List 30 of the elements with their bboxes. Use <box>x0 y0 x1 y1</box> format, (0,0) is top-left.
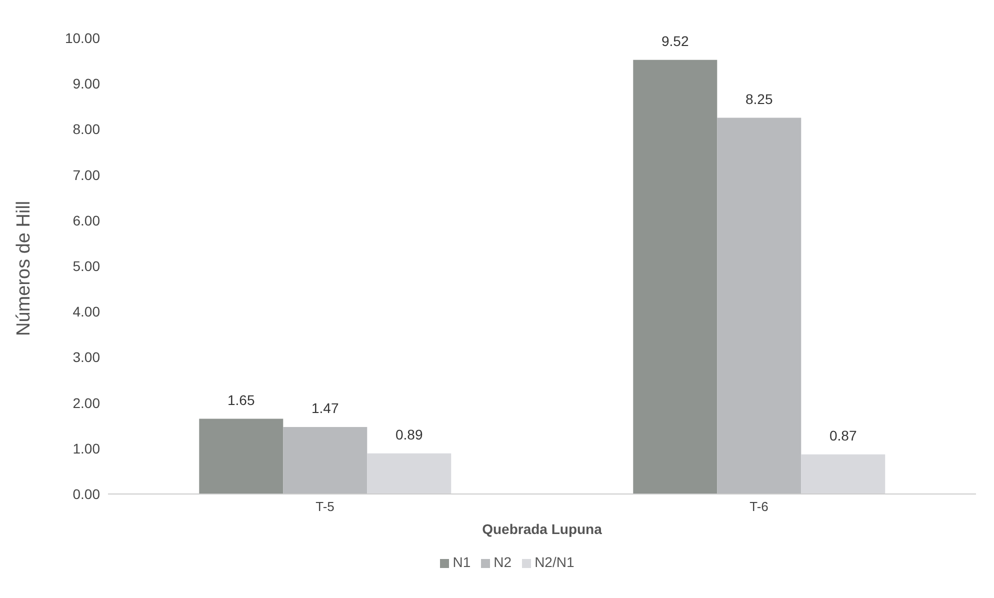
legend-label: N2/N1 <box>534 554 574 570</box>
data-label: 8.25 <box>746 90 773 107</box>
bar <box>367 453 452 494</box>
y-tick-label: 1.00 <box>72 440 100 456</box>
y-axis-title: Números de Hill <box>14 200 35 336</box>
legend-label: N1 <box>452 554 471 570</box>
bar <box>801 454 886 494</box>
y-tick-label: 5.00 <box>72 258 100 274</box>
x-axis-title: Quebrada Lupuna <box>482 521 602 537</box>
x-tick-label: T-5 <box>316 499 334 514</box>
data-label: 1.47 <box>312 400 339 416</box>
bar <box>633 60 718 494</box>
y-tick-label: 10.00 <box>64 30 100 46</box>
y-tick-label: 9.00 <box>72 76 100 92</box>
data-label: 0.89 <box>396 426 423 442</box>
data-label: 1.65 <box>228 392 255 408</box>
x-tick-label: T-6 <box>750 499 768 514</box>
y-tick-label: 6.00 <box>72 212 100 228</box>
y-tick-label: 8.00 <box>72 121 100 138</box>
legend-label: N2 <box>494 554 512 570</box>
bar <box>717 118 802 494</box>
y-tick-label: 0.00 <box>72 486 100 502</box>
y-tick-label: 7.00 <box>72 166 100 183</box>
y-tick-label: 4.00 <box>72 304 100 320</box>
y-tick-label: 2.00 <box>72 394 100 411</box>
data-label: 9.52 <box>662 32 689 49</box>
bar <box>199 418 284 494</box>
data-label: 0.87 <box>830 427 857 444</box>
y-tick-label: 3.00 <box>72 349 100 366</box>
bar <box>283 426 368 494</box>
